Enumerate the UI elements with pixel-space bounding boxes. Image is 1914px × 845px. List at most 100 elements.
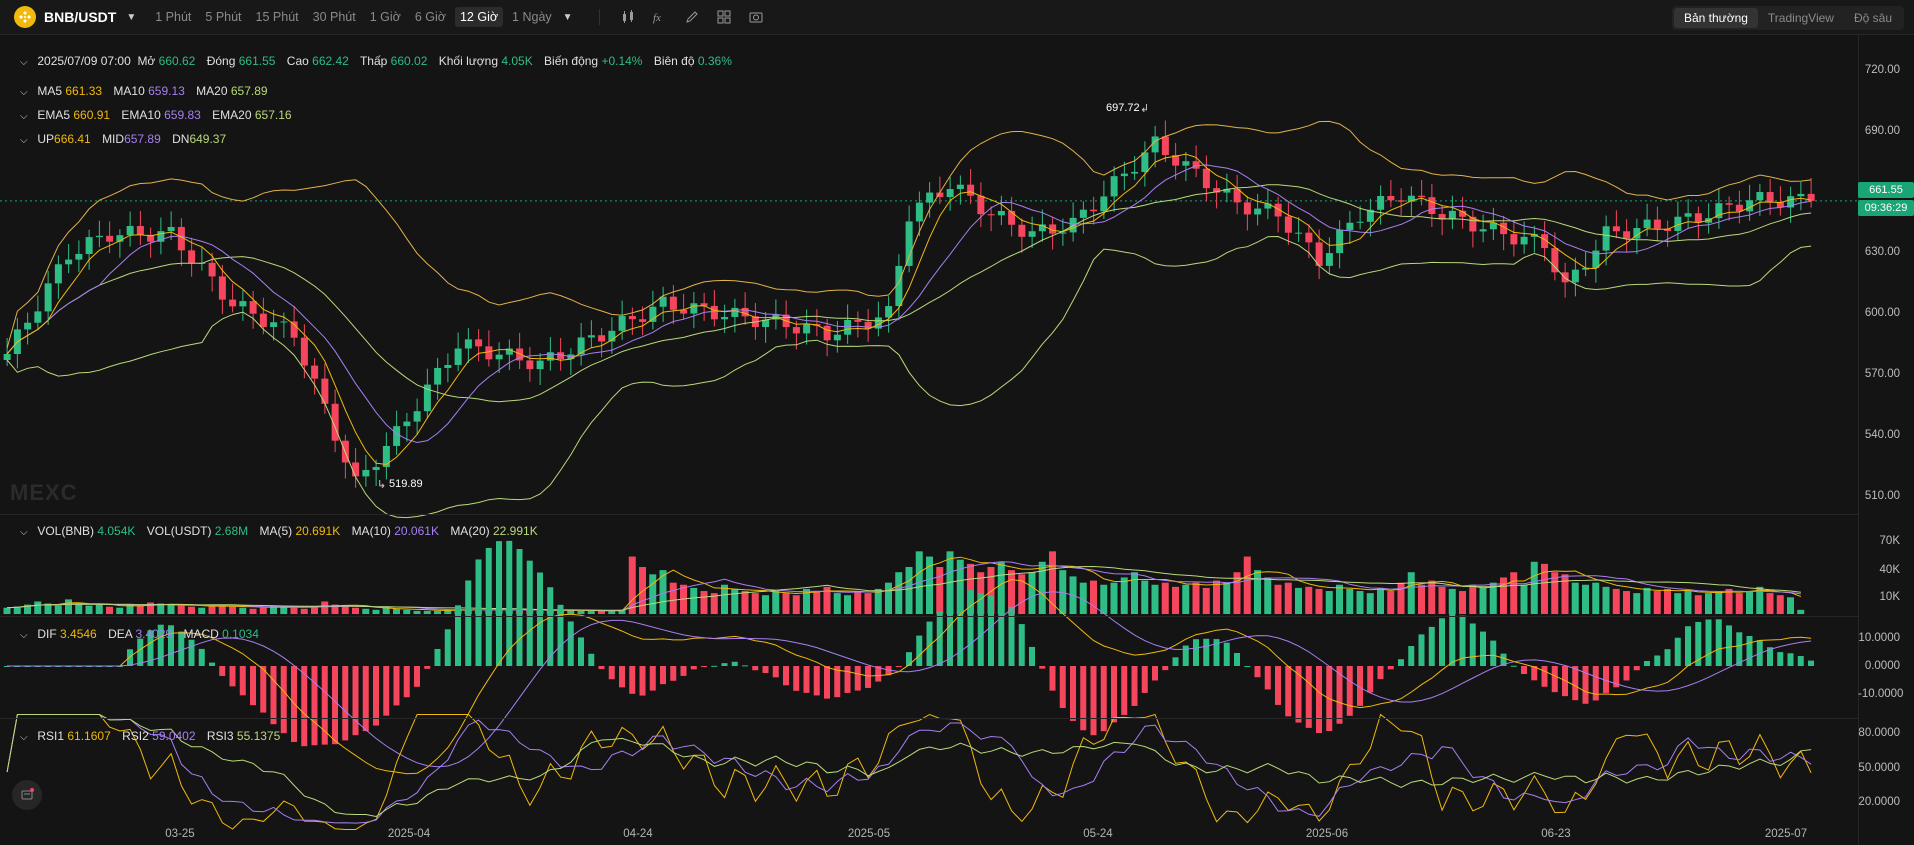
draw-icon[interactable] [684,9,700,25]
macd-bar [4,666,10,667]
rsi3-line [6,714,1812,818]
candle [1776,201,1784,208]
timeframe-3[interactable]: 30 Phút [312,10,356,24]
candle [1202,168,1210,189]
candle [1612,226,1620,232]
candle [1735,204,1743,212]
macd-bar [547,587,554,666]
candle [393,426,401,446]
volume-bar [1100,584,1108,614]
top-toolbar: BNB/USDT ▼ 1 Phút 5 Phút 15 Phút 30 Phút 1 G… [0,0,1914,35]
chevron-down-icon[interactable]: ⌵ [20,732,28,743]
macd-bar [793,666,800,691]
volume-bar [1500,577,1507,614]
volume-bar [997,561,1005,614]
volume-bar [1172,586,1179,614]
tab-tradingview[interactable]: TradingView [1767,11,1834,25]
vol-usdt-label: VOL(USDT) [146,524,212,538]
chevron-down-icon[interactable]: ⌵ [20,135,28,146]
volume-bar [1674,593,1682,614]
volume-bar [1541,563,1548,614]
chevron-down-icon[interactable]: ⌵ [20,527,28,538]
volume-bar [1315,588,1323,614]
volume-bar [1776,595,1784,614]
volume-bar [874,588,882,614]
ma20-value: 657.89 [230,84,268,98]
volume-bar [24,604,31,614]
vol-ma20-value: 22.991K [493,524,538,538]
pair-selector[interactable]: BNB/USDT [44,9,117,25]
timeframe-2[interactable]: 15 Phút [255,10,299,24]
volume-bar [1479,587,1487,614]
volume-bar [157,603,165,614]
timeframe-5[interactable]: 6 Giờ [414,10,446,24]
candle [1315,242,1323,266]
candle [1120,173,1128,177]
macd-bar [1726,625,1732,666]
volume-bar [1530,561,1538,614]
candle [44,283,52,312]
macd-bar [260,666,267,713]
candle [444,364,452,368]
candle [936,192,944,198]
chevron-down-icon[interactable]: ⌵ [20,111,28,122]
tab-depth[interactable]: Độ sâu [1853,11,1892,25]
timeframe-6[interactable]: 12 Giờ [454,7,504,27]
settings-shortcut-icon[interactable] [12,780,42,810]
screenshot-icon[interactable] [748,9,764,25]
candle [854,319,862,322]
candle [741,307,749,317]
candle [680,309,688,314]
chart-canvas[interactable] [0,34,1914,845]
candle-type-icon[interactable] [620,9,636,25]
tab-standard[interactable]: Bản thường [1673,8,1758,28]
timeframe-1[interactable]: 5 Phút [205,10,242,24]
macd-bar [1480,631,1486,666]
macd-bar [1377,666,1384,680]
candle [649,306,657,322]
candle [300,337,308,366]
macd-bar [342,666,349,741]
rsi1-label: RSI1 [37,729,65,743]
candle [147,234,155,242]
chevron-down-icon[interactable]: ⌵ [20,630,28,641]
layout-icon[interactable] [716,9,732,25]
macd-bar [362,666,369,732]
candle [95,235,103,238]
ohlc-legend: ⌵ 2025/07/09 07:00 Mở 660.62 Đóng 661.55… [20,54,740,68]
timeframe-4[interactable]: 1 Giờ [369,10,401,24]
candle [1325,253,1333,266]
timeframe-7[interactable]: 1 Ngày [512,10,552,24]
volume-bar [833,593,841,614]
macd-bar [1592,666,1599,701]
macd-bar [1275,666,1281,705]
volume-bar [577,610,585,614]
macd-value: 0.1034 [222,627,259,641]
macd-bar [1346,666,1353,716]
candle [1746,200,1754,212]
macd-bar [947,600,953,666]
indicator-icon[interactable]: fx [652,9,668,25]
timeframe-dropdown-icon[interactable]: ▼ [562,11,573,23]
pane-divider [0,616,1858,617]
macd-bar [588,653,595,666]
amplitude-value: 0.36% [697,54,732,68]
volume-bar [1120,577,1128,614]
candle [1684,213,1692,217]
macd-bar [178,631,185,666]
candle [844,319,852,335]
boll-mid-value: 657.89 [124,132,161,146]
macd-bar [516,549,523,666]
axis-divider [1858,34,1859,845]
candle [905,221,913,266]
vol-bnb-value: 4.054K [97,524,136,538]
volume-bar [690,587,698,614]
price-tick: 510.00 [1864,490,1900,502]
macd-tick: 0.0000 [1864,660,1900,672]
chevron-down-icon[interactable]: ⌵ [20,57,28,68]
vol-bnb-label: VOL(BNB) [37,524,95,538]
timeframe-0[interactable]: 1 Phút [155,10,192,24]
chevron-down-icon[interactable]: ▼ [126,11,137,23]
chevron-down-icon[interactable]: ⌵ [20,87,28,98]
candle [721,316,729,320]
